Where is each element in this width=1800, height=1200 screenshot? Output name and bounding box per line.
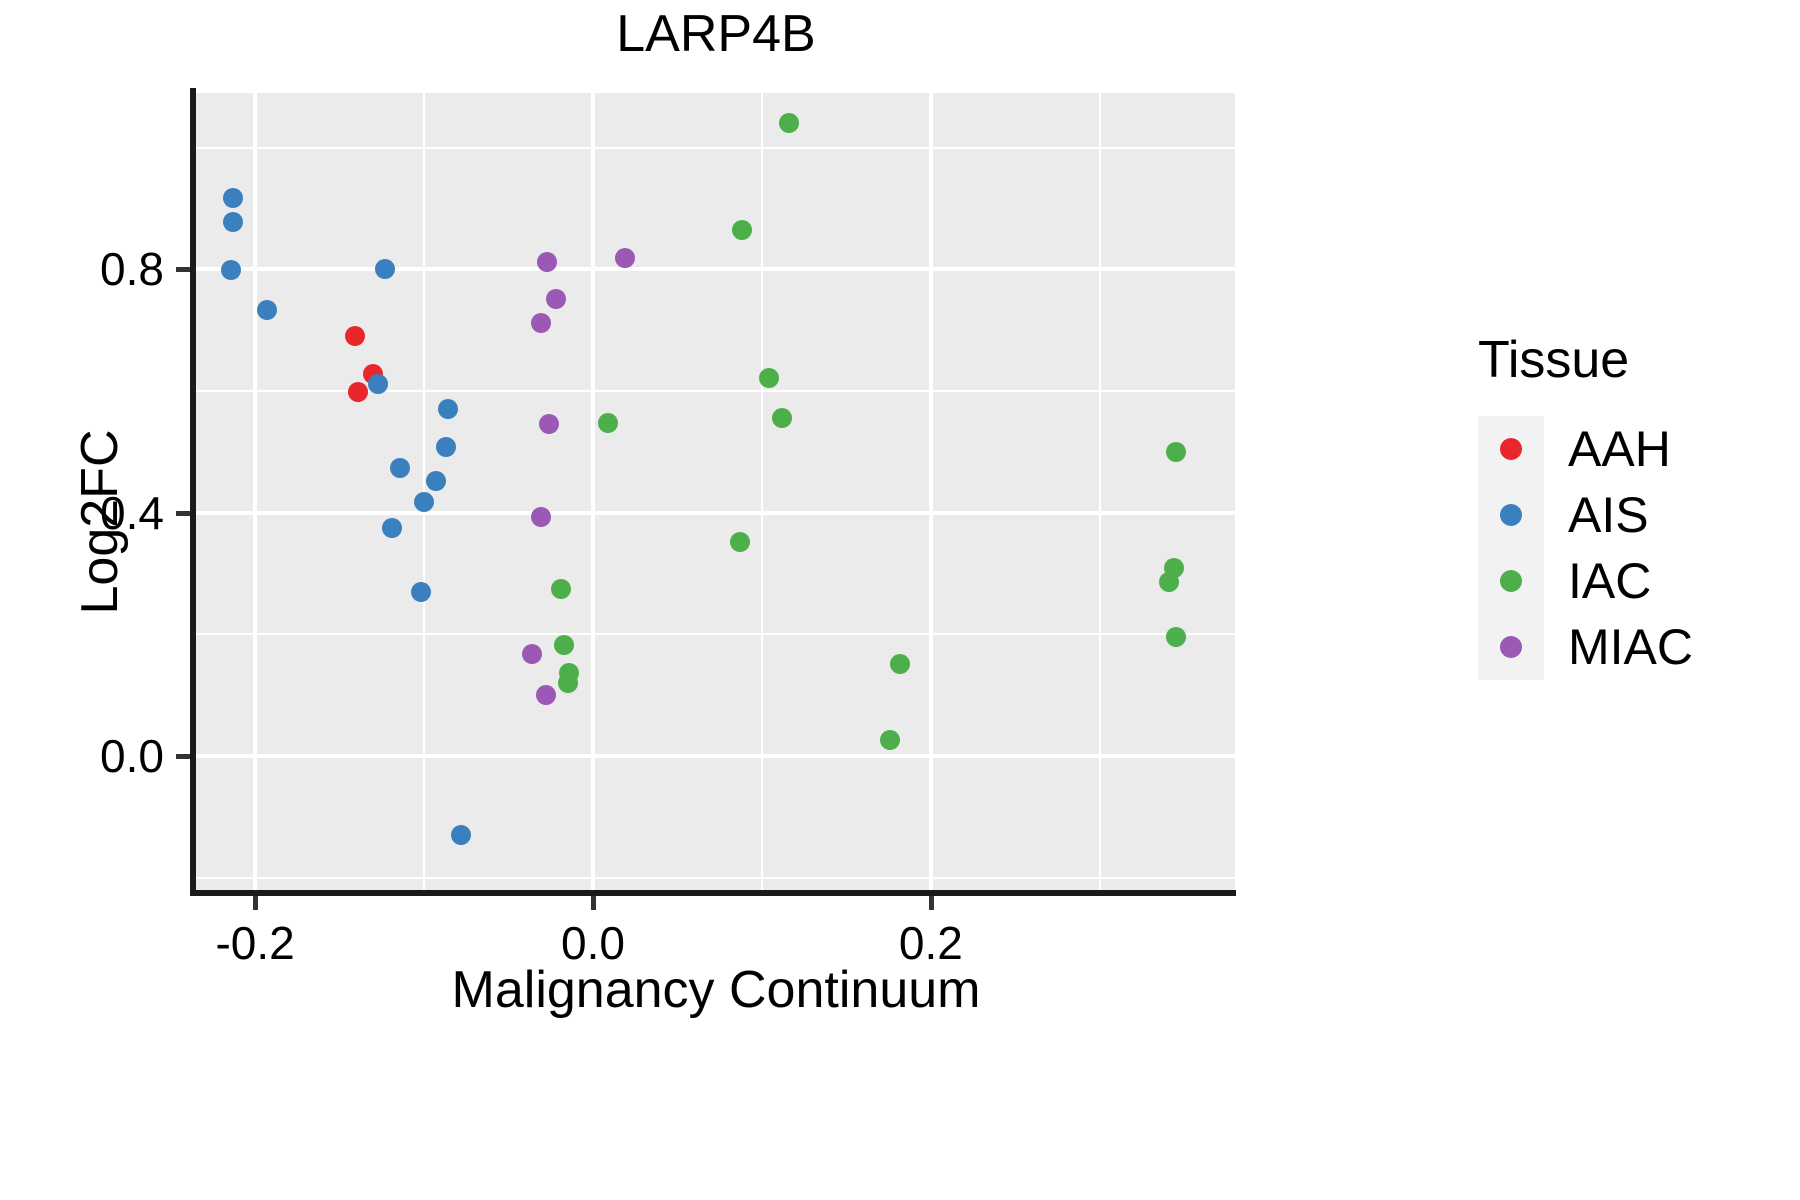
data-point-miac [539, 413, 560, 434]
legend-dot-icon [1500, 570, 1522, 592]
data-point-aah [344, 326, 365, 347]
y-tick-mark [176, 510, 190, 516]
data-point-ais [368, 374, 389, 395]
gridline-vertical-major [253, 93, 258, 890]
y-axis-line [190, 88, 196, 895]
gridline-horizontal-minor [196, 633, 1235, 636]
legend-dot-icon [1500, 504, 1522, 526]
data-point-miac [545, 288, 566, 309]
data-point-miac [530, 507, 551, 528]
legend-key-swatch [1478, 548, 1544, 614]
gridline-vertical-major [591, 93, 596, 890]
legend-key-swatch [1478, 482, 1544, 548]
legend-items: AAH AIS IAC MIAC [1478, 416, 1778, 680]
x-tick-mark [253, 896, 259, 910]
gridline-horizontal-major [196, 754, 1235, 759]
data-point-miac [522, 643, 543, 664]
data-point-ais [221, 260, 242, 281]
data-point-ais [410, 581, 431, 602]
data-point-iac [1165, 441, 1186, 462]
legend-item-label: AAH [1568, 421, 1671, 477]
data-point-iac [772, 407, 793, 428]
legend-item-aah[interactable]: AAH [1478, 416, 1778, 482]
gridline-vertical-minor [1098, 93, 1101, 890]
data-point-iac [890, 653, 911, 674]
data-point-ais [451, 825, 472, 846]
data-point-iac [880, 730, 901, 751]
legend-key-swatch [1478, 416, 1544, 482]
plot-panel [196, 93, 1235, 890]
legend-title: Tissue [1478, 331, 1630, 389]
gridline-vertical-minor [760, 93, 763, 890]
data-point-ais [223, 187, 244, 208]
gridline-vertical-minor [423, 93, 426, 890]
data-point-iac [729, 531, 750, 552]
data-point-iac [550, 579, 571, 600]
data-point-ais [437, 399, 458, 420]
y-tick-label: 0.0 [100, 730, 164, 783]
data-point-ais [436, 437, 457, 458]
data-point-ais [425, 471, 446, 492]
x-tick-label: 0.2 [898, 917, 963, 969]
gridline-horizontal-major [196, 510, 1235, 515]
data-point-ais [381, 518, 402, 538]
x-axis-label: Malignancy Continuum [451, 961, 981, 1019]
legend-item-miac[interactable]: MIAC [1478, 614, 1778, 680]
x-tick-mark [591, 896, 597, 910]
legend: Tissue AAH AIS IAC MIAC [1478, 330, 1778, 680]
y-tick-mark [176, 267, 190, 273]
data-point-iac [557, 673, 578, 694]
x-axis-line [190, 890, 1236, 896]
data-point-ais [223, 211, 244, 232]
legend-item-label: IAC [1568, 553, 1652, 609]
x-tick-mark [928, 896, 934, 910]
y-tick-label: 0.8 [100, 243, 164, 296]
data-point-miac [615, 248, 636, 269]
x-tick-label: 0.0 [561, 917, 625, 969]
data-point-miac [537, 252, 558, 273]
data-point-iac [778, 113, 799, 134]
y-axis-label: Log2FC [71, 429, 129, 615]
data-point-iac [1165, 626, 1186, 647]
data-point-ais [375, 259, 396, 280]
data-point-ais [256, 300, 277, 321]
data-point-iac [1159, 572, 1180, 593]
y-tick-mark [176, 754, 190, 760]
data-point-iac [598, 412, 619, 433]
legend-item-iac[interactable]: IAC [1478, 548, 1778, 614]
data-point-aah [348, 382, 369, 403]
legend-item-label: MIAC [1568, 619, 1693, 675]
data-point-ais [414, 491, 435, 512]
gridline-horizontal-minor [196, 146, 1235, 149]
page-title: LARP4B [616, 5, 816, 63]
legend-item-label: AIS [1568, 487, 1649, 543]
legend-dot-icon [1500, 438, 1522, 460]
data-point-iac [731, 220, 752, 241]
data-point-iac [554, 635, 575, 656]
x-tick-label: -0.2 [215, 917, 295, 969]
gridline-horizontal-major [196, 267, 1235, 272]
legend-key-swatch [1478, 614, 1544, 680]
data-point-ais [390, 458, 411, 479]
legend-dot-icon [1500, 636, 1522, 658]
y-tick-label: 0.4 [100, 486, 164, 539]
data-point-miac [530, 312, 551, 333]
gridline-horizontal-minor [196, 390, 1235, 393]
data-point-iac [758, 367, 779, 388]
legend-item-ais[interactable]: AIS [1478, 482, 1778, 548]
gridline-vertical-major [928, 93, 933, 890]
gridline-horizontal-minor [196, 876, 1235, 879]
data-point-miac [535, 685, 556, 706]
